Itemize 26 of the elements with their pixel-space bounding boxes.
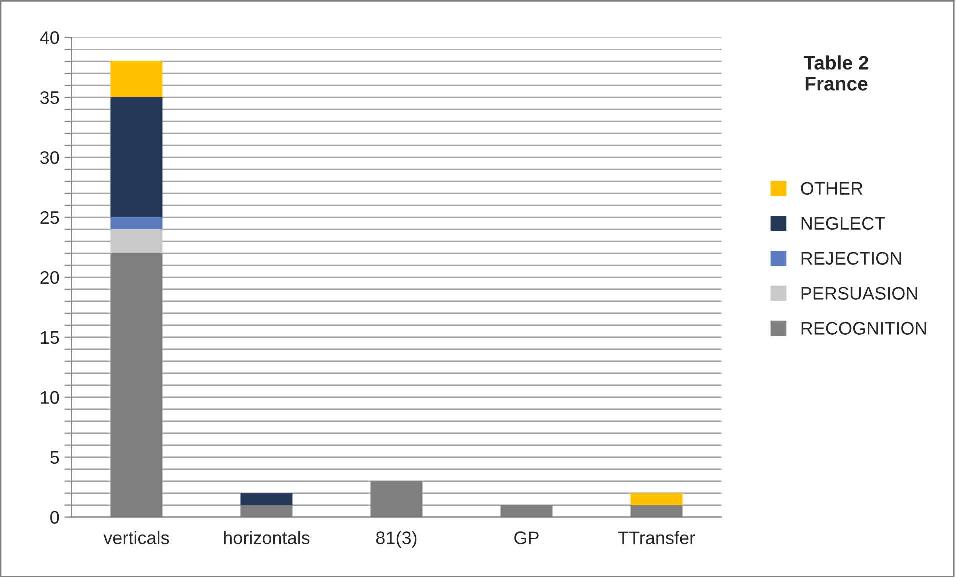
bar: [630, 493, 683, 506]
y-tick-label: 0: [50, 511, 60, 524]
x-tick-label: horizontals: [224, 531, 310, 544]
y-tick-label: 30: [40, 151, 60, 164]
x-tick-label: TTransfer: [618, 531, 696, 544]
legend-label: NEGLECT: [802, 217, 886, 230]
bar: [110, 229, 163, 254]
x-tick-label: GP: [514, 532, 539, 544]
y-tick-label: 15: [41, 332, 60, 344]
legend-label: RECOGNITION: [802, 322, 926, 335]
y-tick-label: 20: [40, 271, 60, 284]
legend-label: REJECTION: [802, 252, 902, 265]
x-tick-label: verticals: [104, 531, 170, 544]
text: Table 2 France: [804, 56, 869, 91]
y-tick-label: 25: [40, 211, 60, 224]
y-tick-label: 40: [40, 32, 60, 44]
y-tick-label: 10: [41, 391, 60, 404]
bar: [110, 217, 163, 230]
x-tick-label: 81(3): [376, 531, 417, 548]
y-tick-label: 35: [40, 91, 60, 104]
bar: [110, 98, 163, 218]
legend-label: OTHER: [801, 182, 863, 196]
bar: [240, 493, 293, 506]
y-tick-label: 5: [50, 451, 60, 464]
legend-label: PERSUASION: [802, 287, 918, 300]
bar: [110, 62, 163, 98]
